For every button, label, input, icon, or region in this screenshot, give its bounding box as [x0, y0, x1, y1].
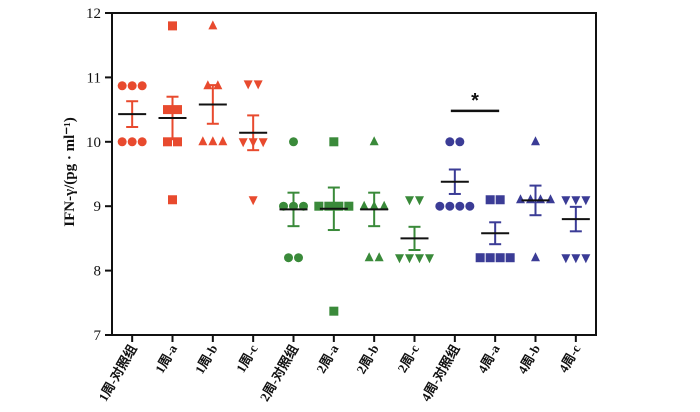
data-point	[415, 254, 424, 264]
y-tick-label: 11	[87, 70, 101, 86]
significance-label: *	[471, 90, 479, 112]
data-point	[137, 81, 147, 91]
data-point	[168, 21, 177, 31]
data-point	[334, 201, 344, 211]
data-point	[526, 194, 535, 204]
x-tick-label: 4周-a	[475, 342, 503, 376]
y-tick-label: 7	[94, 328, 102, 344]
data-point	[127, 81, 137, 91]
data-point	[243, 80, 253, 90]
data-point	[581, 196, 591, 206]
data-point	[561, 254, 571, 264]
data-point	[465, 201, 475, 211]
data-point	[324, 201, 334, 211]
data-point	[415, 196, 424, 206]
data-point	[495, 195, 505, 205]
x-tick-label: 1周-c	[233, 342, 261, 375]
data-point	[289, 137, 298, 147]
data-point	[395, 254, 404, 264]
data-point	[531, 136, 540, 146]
data-point	[546, 194, 555, 204]
data-point	[208, 20, 218, 30]
data-point	[117, 137, 127, 147]
data-point	[294, 253, 303, 263]
plot-frame	[111, 12, 597, 336]
data-point	[445, 137, 455, 147]
data-point	[516, 194, 525, 204]
data-point	[314, 201, 324, 211]
data-point	[369, 136, 379, 146]
x-tick-label: 2周-b	[353, 342, 382, 376]
x-tick-label: 2周-a	[313, 342, 341, 376]
data-point	[137, 137, 147, 147]
plot-area: 7 8 9 10 11 12 1周-对照组 1周-a 1周-b 1周-c2周-对照组 2周-a 2周-…	[86, 6, 597, 404]
data-point	[117, 81, 127, 91]
data-point	[329, 306, 339, 316]
y-tick-label: 12	[86, 6, 101, 22]
data-point	[344, 201, 354, 211]
data-point	[359, 200, 369, 210]
data-point	[475, 253, 485, 263]
x-tick-label: 1周-a	[152, 342, 180, 376]
data-point	[238, 138, 248, 148]
data-point	[374, 252, 384, 262]
x-tick-label: 1周-b	[192, 342, 221, 376]
data-point	[571, 196, 581, 206]
data-point	[163, 137, 172, 147]
data-point	[168, 195, 177, 205]
data-point	[536, 194, 545, 204]
data-point	[208, 136, 218, 146]
data-point	[248, 196, 258, 206]
data-point	[495, 253, 505, 263]
y-tick-label: 9	[94, 199, 102, 215]
data-point	[258, 138, 268, 148]
data-point	[284, 253, 293, 263]
data-point	[218, 136, 228, 146]
data-point	[581, 254, 591, 264]
x-tick-label: 2周-c	[394, 342, 422, 375]
x-tick-label: 1周-对照组	[95, 342, 139, 404]
data-point	[531, 252, 540, 262]
y-tick-label: 10	[86, 135, 101, 151]
data-point	[173, 105, 182, 115]
data-point	[405, 196, 414, 206]
data-point	[253, 80, 263, 90]
data-point	[485, 253, 495, 263]
data-point	[561, 196, 571, 206]
x-tick-label: 2周-对照组	[257, 342, 301, 404]
data-point	[425, 254, 434, 264]
data-point	[435, 201, 445, 211]
x-tick-label: 4周-对照组	[418, 342, 462, 404]
data-point	[485, 195, 495, 205]
data-point	[173, 137, 182, 147]
y-axis-label: IFN-γ/(pg · ml⁻¹)	[62, 117, 78, 226]
y-tick-label: 8	[94, 264, 102, 280]
data-point	[405, 254, 414, 264]
data-point	[163, 105, 172, 115]
data-point	[455, 137, 465, 147]
data-point	[364, 252, 374, 262]
x-tick-label: 4周-b	[515, 342, 544, 376]
data-point	[455, 201, 465, 211]
data-point	[505, 253, 515, 263]
data-point	[329, 137, 339, 147]
data-point	[379, 200, 389, 210]
x-tick-label: 4周-c	[556, 342, 584, 375]
data-point	[445, 201, 455, 211]
data-point	[571, 254, 581, 264]
data-point	[127, 137, 137, 147]
data-point	[198, 136, 208, 146]
